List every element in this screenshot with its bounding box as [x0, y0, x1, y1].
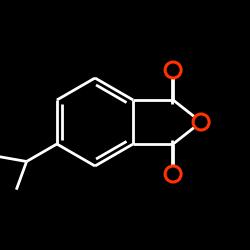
- Circle shape: [194, 115, 208, 129]
- Circle shape: [166, 167, 180, 181]
- Circle shape: [166, 63, 180, 77]
